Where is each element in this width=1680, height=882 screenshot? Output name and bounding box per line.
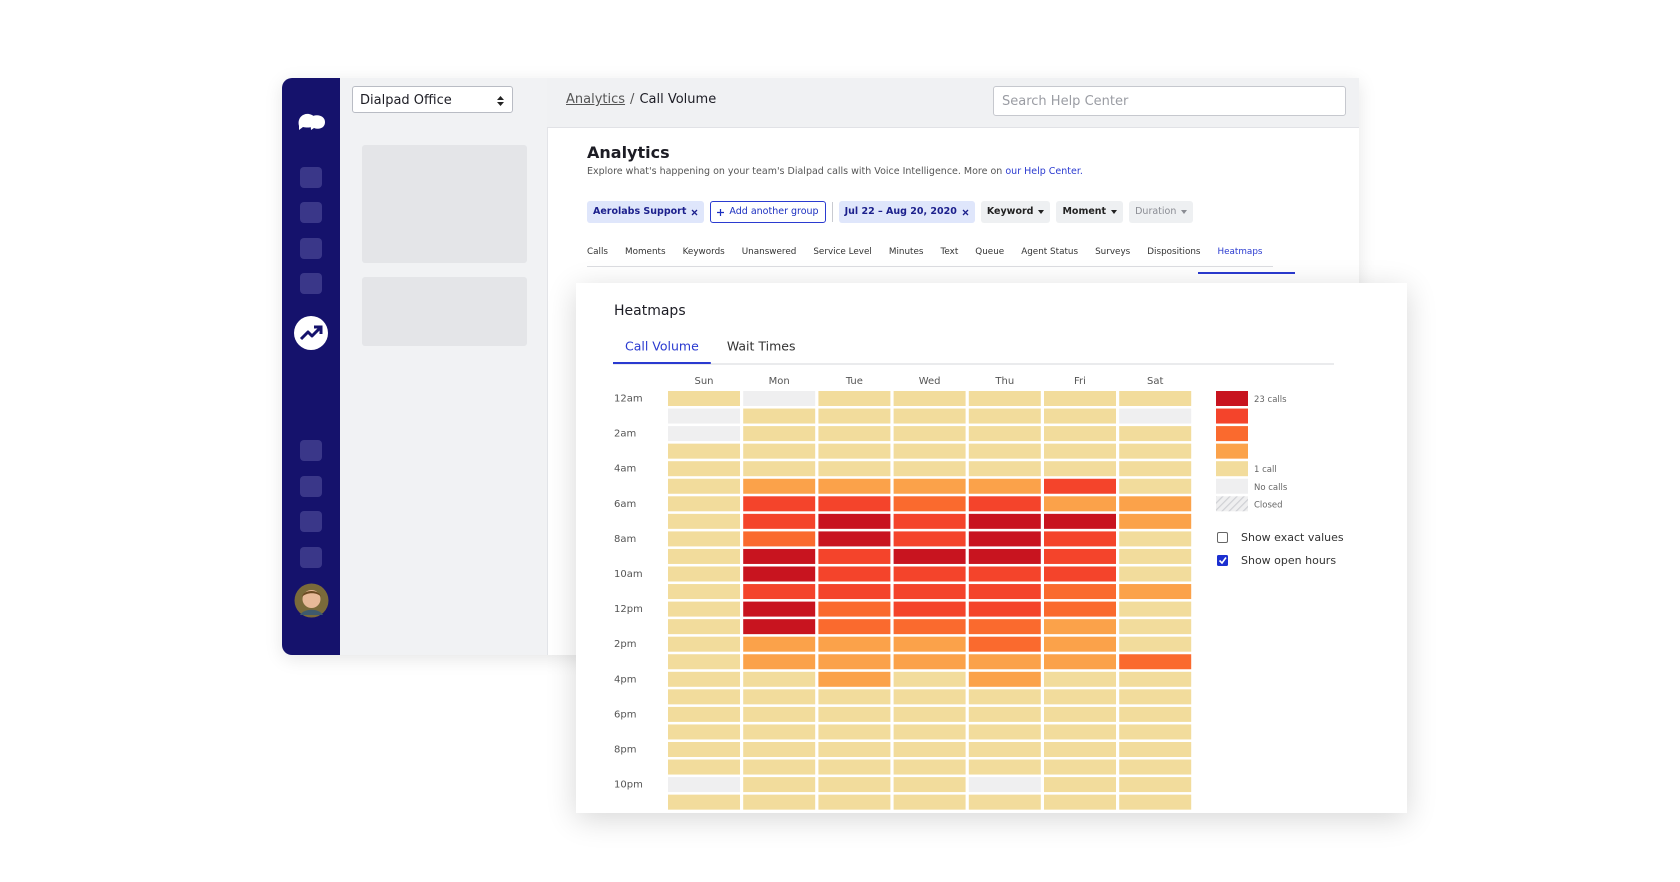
secondary-column: Dialpad Office [340, 78, 548, 655]
analytics-tab[interactable]: Keywords [682, 247, 725, 257]
select-arrows [497, 96, 504, 106]
analytics-tab[interactable]: Text [940, 247, 959, 257]
top-bar: Analytics / Call Volume Search Help Center [547, 78, 1359, 128]
add-group-label: Add another group [729, 206, 819, 217]
separator [831, 202, 833, 222]
filter-bar: Aerolabs Support Add another group Jul 2… [587, 201, 1194, 223]
analytics-tab[interactable]: Minutes [888, 247, 924, 257]
sidebar [282, 78, 340, 655]
date-chip[interactable]: Jul 22 – Aug 20, 2020 [838, 201, 975, 223]
search-input[interactable]: Search Help Center [993, 86, 1346, 116]
filter-dropdown-label: Moment [1062, 206, 1107, 217]
analytics-tab[interactable]: Agent Status [1021, 247, 1079, 257]
nav-icon[interactable] [300, 273, 322, 294]
filter-dropdown-label: Duration [1135, 206, 1177, 217]
group-chip[interactable]: Aerolabs Support [587, 201, 705, 223]
nav-icon[interactable] [300, 238, 322, 259]
analytics-nav[interactable] [293, 315, 329, 351]
group-chip-label: Aerolabs Support [593, 206, 687, 217]
description-text: Explore what's happening on your team's … [587, 166, 1003, 177]
office-select-label: Dialpad Office [360, 93, 452, 108]
nav-icon[interactable] [300, 476, 322, 497]
analytics-tab[interactable]: Unanswered [741, 247, 797, 257]
nav-icon[interactable] [300, 511, 322, 532]
remove-icon[interactable] [691, 209, 698, 216]
page-description: Explore what's happening on your team's … [587, 166, 1083, 177]
breadcrumb-current: Call Volume [639, 92, 717, 107]
analytics-tab[interactable]: Moments [625, 247, 666, 257]
office-select[interactable]: Dialpad Office [352, 86, 513, 113]
help-link[interactable]: our Help Center. [1005, 166, 1083, 177]
caret-icon [1111, 210, 1118, 214]
filter-dropdown-label: Keyword [986, 206, 1034, 217]
caret [1038, 210, 1045, 214]
analytics-tabs: Calls Moments Keywords Unanswered Service Le… [587, 247, 1295, 274]
analytics-tab[interactable]: Queue [975, 247, 1005, 257]
remove-icon[interactable] [962, 209, 969, 216]
filter-dropdown[interactable]: Keyword [980, 201, 1051, 223]
breadcrumb: Analytics / Call Volume [566, 92, 716, 107]
plus-icon [717, 208, 725, 216]
filter-dropdown[interactable]: Moment [1056, 201, 1124, 223]
nav-icon[interactable] [300, 202, 322, 223]
placeholder-block [362, 277, 527, 346]
add-group-button[interactable]: Add another group [710, 201, 826, 223]
analytics-tab[interactable]: Service Level [813, 247, 872, 257]
caret-icon [1181, 210, 1188, 214]
caret [1181, 210, 1188, 214]
logo [298, 113, 325, 130]
analytics-tab[interactable]: Surveys [1095, 247, 1131, 257]
analytics-tab[interactable]: Heatmaps [1197, 247, 1295, 274]
page-title: Analytics [587, 143, 670, 162]
nav-icon[interactable] [300, 440, 322, 461]
search-placeholder: Search Help Center [1002, 94, 1129, 109]
heatmap-card [576, 283, 1407, 813]
avatar[interactable] [294, 583, 329, 618]
nav-icon[interactable] [300, 167, 322, 188]
filter-dropdown[interactable]: Duration [1129, 201, 1194, 223]
caret [1111, 210, 1118, 214]
breadcrumb-link[interactable]: Analytics [566, 92, 626, 107]
analytics-tab[interactable]: Calls [587, 247, 609, 257]
placeholder-block [362, 145, 527, 263]
nav-icon[interactable] [300, 547, 322, 568]
breadcrumb-separator: / [630, 92, 635, 107]
date-chip-label: Jul 22 – Aug 20, 2020 [844, 206, 957, 217]
analytics-tab[interactable]: Dispositions [1147, 247, 1201, 257]
caret-icon [1038, 210, 1045, 214]
